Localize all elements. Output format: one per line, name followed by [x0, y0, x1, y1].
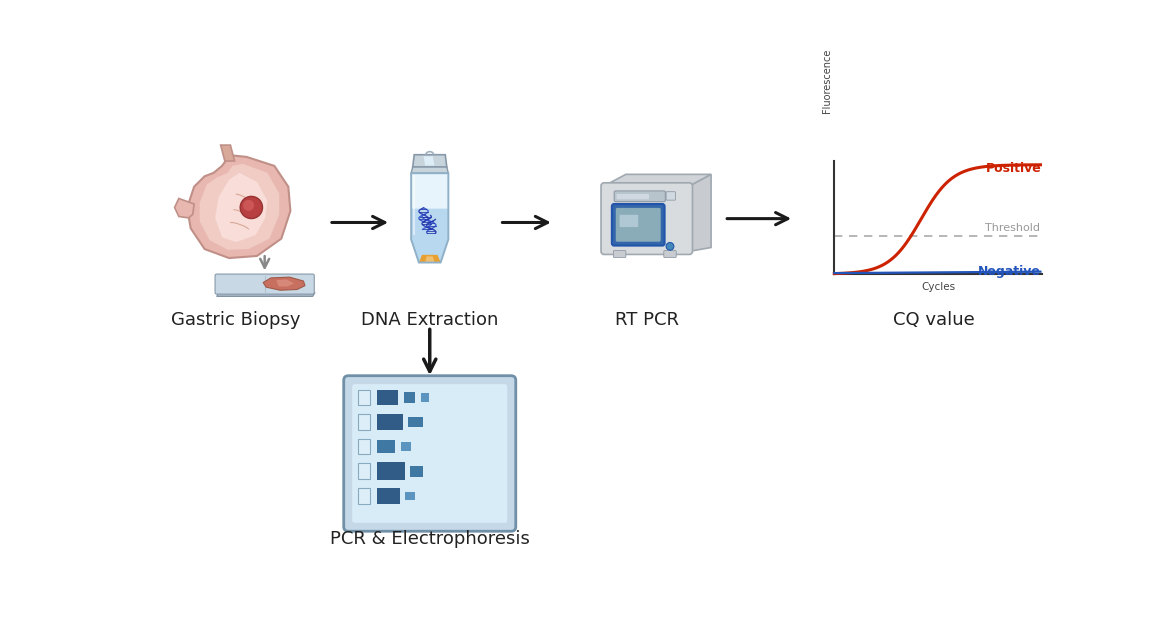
Text: Positive: Positive: [986, 162, 1041, 175]
FancyBboxPatch shape: [377, 440, 395, 453]
Polygon shape: [425, 256, 435, 262]
FancyBboxPatch shape: [409, 417, 423, 427]
FancyBboxPatch shape: [612, 204, 665, 246]
FancyBboxPatch shape: [615, 191, 665, 202]
FancyBboxPatch shape: [377, 414, 403, 430]
Circle shape: [666, 243, 674, 250]
FancyBboxPatch shape: [602, 183, 692, 254]
Text: Cycles: Cycles: [921, 282, 955, 292]
Polygon shape: [411, 173, 449, 208]
Text: Threshold: Threshold: [986, 223, 1040, 233]
Polygon shape: [690, 174, 711, 251]
FancyBboxPatch shape: [664, 251, 676, 258]
Polygon shape: [411, 167, 449, 173]
Polygon shape: [175, 198, 194, 218]
FancyBboxPatch shape: [404, 392, 416, 402]
Text: Gastric Biopsy: Gastric Biopsy: [172, 311, 301, 329]
FancyBboxPatch shape: [358, 414, 370, 430]
Text: PCR & Electrophoresis: PCR & Electrophoresis: [330, 531, 530, 549]
Polygon shape: [604, 174, 711, 186]
FancyBboxPatch shape: [377, 462, 404, 480]
FancyBboxPatch shape: [666, 192, 676, 200]
Text: RT PCR: RT PCR: [615, 311, 679, 329]
Polygon shape: [263, 277, 306, 290]
Polygon shape: [423, 156, 435, 165]
Text: Negative: Negative: [979, 265, 1041, 278]
Polygon shape: [276, 279, 294, 286]
FancyBboxPatch shape: [405, 491, 416, 500]
FancyBboxPatch shape: [358, 488, 370, 504]
Polygon shape: [215, 173, 268, 242]
Polygon shape: [412, 155, 446, 167]
Polygon shape: [419, 255, 441, 262]
Text: Fluorescence: Fluorescence: [821, 49, 832, 113]
Polygon shape: [187, 156, 290, 258]
Text: CQ value: CQ value: [893, 311, 974, 329]
Polygon shape: [221, 145, 235, 161]
FancyBboxPatch shape: [617, 194, 649, 200]
FancyBboxPatch shape: [613, 251, 626, 258]
FancyBboxPatch shape: [616, 208, 660, 242]
FancyBboxPatch shape: [344, 376, 516, 531]
Text: DNA Extraction: DNA Extraction: [361, 311, 498, 329]
FancyBboxPatch shape: [358, 463, 370, 479]
Polygon shape: [200, 164, 280, 250]
Circle shape: [243, 200, 254, 211]
FancyBboxPatch shape: [352, 384, 508, 522]
Circle shape: [240, 197, 262, 218]
Polygon shape: [216, 292, 315, 297]
FancyBboxPatch shape: [410, 466, 423, 476]
FancyBboxPatch shape: [358, 439, 370, 454]
FancyBboxPatch shape: [358, 389, 370, 405]
FancyBboxPatch shape: [421, 393, 429, 402]
Polygon shape: [411, 208, 449, 262]
FancyBboxPatch shape: [619, 215, 638, 227]
FancyBboxPatch shape: [377, 488, 400, 504]
FancyBboxPatch shape: [401, 442, 411, 451]
FancyBboxPatch shape: [377, 390, 398, 404]
FancyBboxPatch shape: [215, 274, 314, 294]
